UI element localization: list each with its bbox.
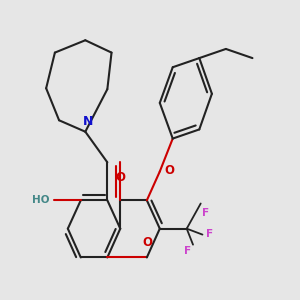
Text: F: F	[206, 229, 213, 239]
Text: N: N	[83, 115, 93, 128]
Text: O: O	[142, 236, 153, 249]
Text: O: O	[115, 171, 125, 184]
Text: F: F	[202, 208, 210, 218]
Text: F: F	[184, 246, 191, 256]
Text: O: O	[164, 164, 174, 177]
Text: HO: HO	[32, 195, 50, 205]
